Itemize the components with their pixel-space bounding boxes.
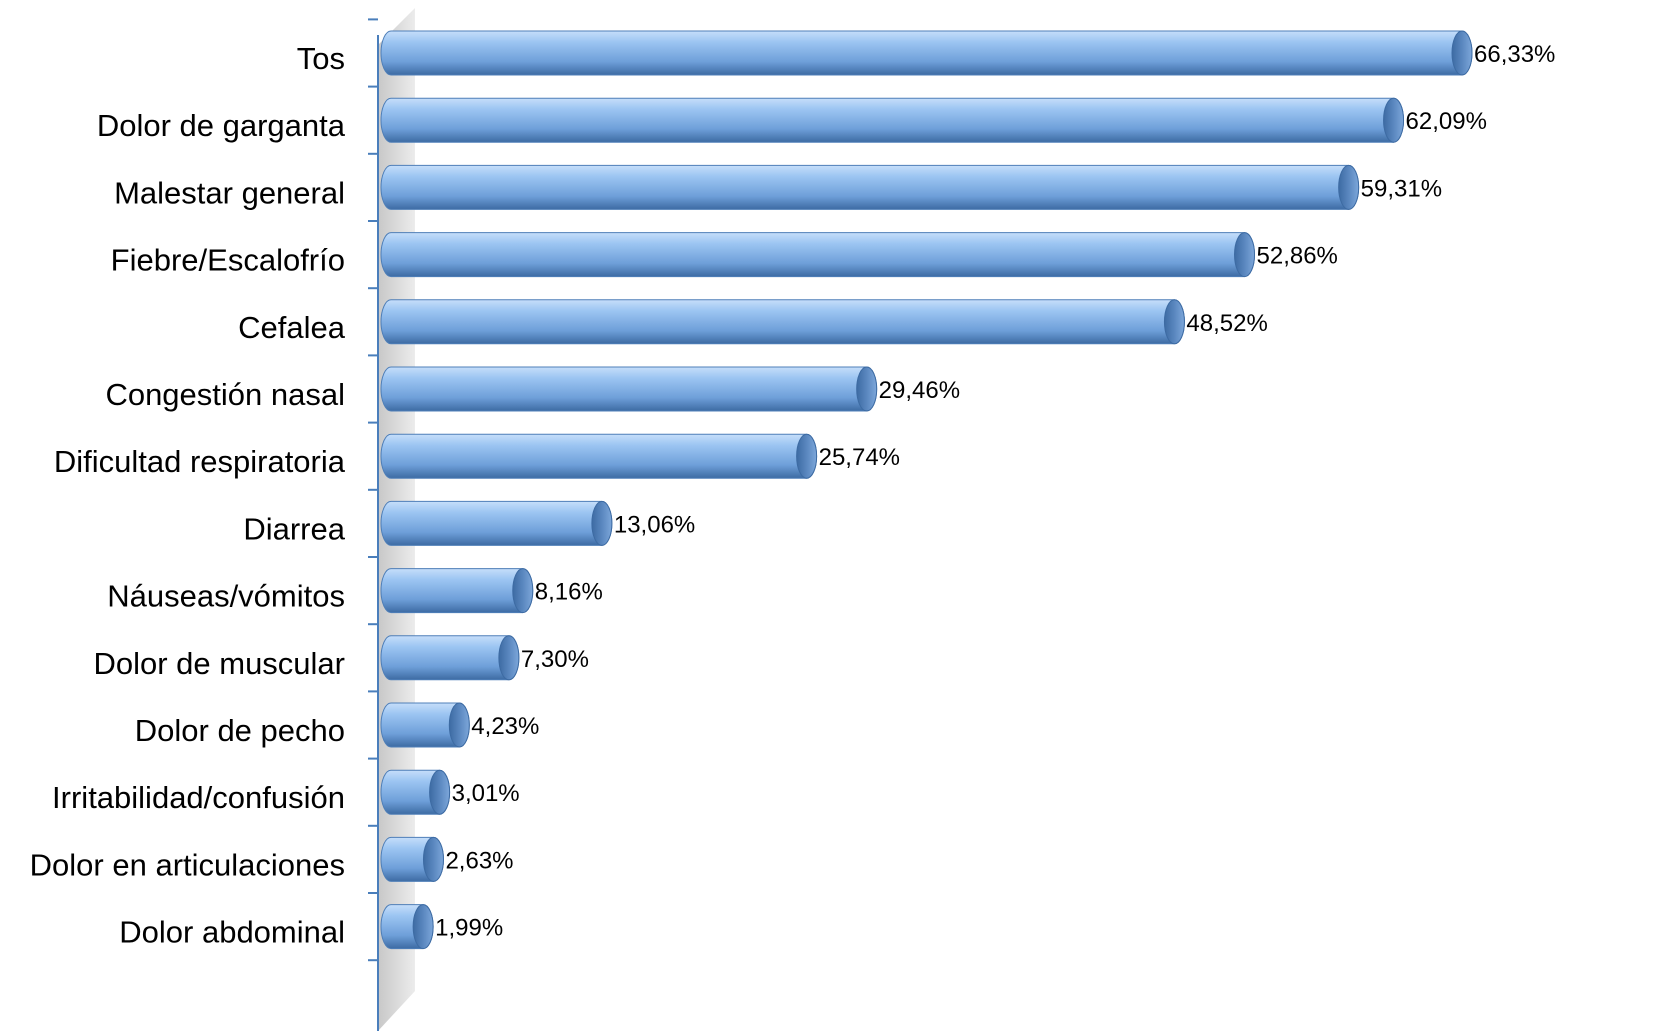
value-label: 66,33%	[1474, 41, 1555, 68]
value-label: 48,52%	[1186, 310, 1267, 337]
value-label: 59,31%	[1361, 175, 1442, 202]
bar-body	[380, 635, 520, 681]
bar	[380, 299, 1185, 345]
bars	[380, 30, 1473, 950]
category-label: Irritabilidad/confusión	[52, 780, 345, 815]
category-labels: Tos Dolor de garganta Malestar general Fieb…	[30, 41, 346, 950]
bar	[380, 97, 1405, 143]
category-label: Dolor abdominal	[119, 915, 345, 950]
value-labels: 66,33% 62,09% 59,31% 52,86% 48,52% 29,46% 25,7…	[435, 41, 1555, 942]
bar-body	[380, 299, 1185, 345]
category-axis	[368, 18, 379, 1031]
value-label: 62,09%	[1406, 108, 1487, 135]
value-label: 8,16%	[535, 579, 603, 606]
bar-end-cap	[1234, 232, 1256, 278]
bar	[380, 366, 878, 412]
bar-body	[380, 164, 1360, 210]
category-label: Malestar general	[114, 175, 345, 210]
bar	[380, 433, 818, 479]
bar	[380, 164, 1360, 210]
category-label: Dolor en articulaciones	[30, 847, 345, 882]
value-label: 2,63%	[445, 847, 513, 874]
bar-end-cap	[412, 904, 434, 950]
category-label: Cefalea	[238, 310, 346, 345]
bar-body	[380, 568, 534, 614]
bar	[380, 904, 434, 950]
bar-body	[380, 366, 878, 412]
value-label: 3,01%	[452, 780, 520, 807]
category-label: Náuseas/vómitos	[107, 579, 345, 614]
bar-end-cap	[448, 702, 470, 748]
bar-end-cap	[1338, 164, 1360, 210]
bar	[380, 702, 470, 748]
bar-end-cap	[512, 568, 534, 614]
bar-end-cap	[1163, 299, 1185, 345]
category-label: Diarrea	[243, 511, 345, 546]
category-label: Dificultad respiratoria	[54, 444, 346, 479]
bar-end-cap	[429, 769, 451, 815]
bar-body	[380, 97, 1405, 143]
bar-end-cap	[1383, 97, 1405, 143]
category-label: Dolor de muscular	[93, 646, 345, 681]
value-label: 7,30%	[521, 646, 589, 673]
value-label: 1,99%	[435, 915, 503, 942]
category-label: Fiebre/Escalofrío	[111, 243, 345, 278]
bar-body	[380, 30, 1473, 76]
bar-body	[380, 232, 1256, 278]
bar	[380, 635, 520, 681]
category-label: Congestión nasal	[105, 377, 345, 412]
bar	[380, 568, 534, 614]
bar-end-cap	[856, 366, 878, 412]
bar-end-cap	[1451, 30, 1473, 76]
bar	[380, 836, 444, 882]
value-label: 25,74%	[819, 444, 900, 471]
bar-end-cap	[796, 433, 818, 479]
bar	[380, 769, 451, 815]
value-label: 29,46%	[879, 377, 960, 404]
category-label: Dolor de garganta	[97, 108, 346, 143]
bar-end-cap	[422, 836, 444, 882]
value-label: 52,86%	[1257, 243, 1338, 270]
bar-body	[380, 433, 818, 479]
value-label: 13,06%	[614, 511, 695, 538]
bar-body	[380, 500, 613, 546]
category-label: Tos	[297, 41, 345, 76]
bar	[380, 500, 613, 546]
bar-end-cap	[591, 500, 613, 546]
category-label: Dolor de pecho	[135, 713, 345, 748]
value-label: 4,23%	[471, 713, 539, 740]
bar	[380, 30, 1473, 76]
bar	[380, 232, 1256, 278]
bar-end-cap	[498, 635, 520, 681]
